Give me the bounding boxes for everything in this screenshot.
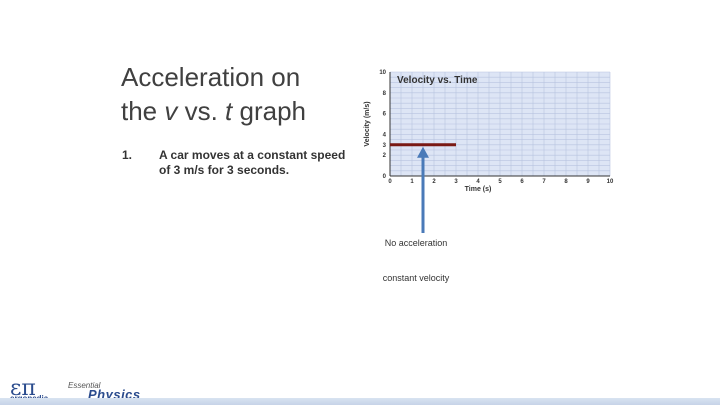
y-tick-label: 6: [383, 112, 387, 118]
y-tick-label: 8: [383, 91, 387, 97]
title-line-2-mid: vs.: [177, 96, 226, 126]
x-tick-label: 1: [410, 179, 414, 185]
annotation-arrow: [417, 146, 429, 233]
chart-title: Velocity vs. Time: [397, 75, 478, 86]
y-tick-label: 3: [383, 143, 387, 149]
essential-logo-text: Essential: [68, 381, 101, 390]
tick-labels: 0 1 2 3 4 5 6 7 8 9 10 0 2 3 4 6 8 10: [379, 70, 614, 185]
x-tick-label: 6: [520, 179, 524, 185]
y-tick-label: 2: [383, 153, 387, 159]
x-tick-label: 5: [498, 179, 502, 185]
y-axis-label: Velocity (m/s): [364, 101, 371, 146]
x-tick-label: 10: [607, 179, 614, 185]
x-tick-label: 9: [586, 179, 590, 185]
annotation-constant-velocity: constant velocity: [382, 273, 450, 283]
title-line-1: Acceleration on: [121, 62, 301, 92]
x-tick-label: 3: [454, 179, 458, 185]
x-tick-label: 2: [432, 179, 436, 185]
ergopedia-logo-icon: επ: [10, 376, 36, 401]
y-tick-label: 4: [383, 132, 387, 138]
bullet-text: A car moves at a constant speed of 3 m/s…: [159, 148, 346, 177]
axes: [389, 72, 610, 177]
x-tick-label: 7: [542, 179, 546, 185]
y-tick-label: 0: [383, 174, 387, 180]
y-tick-label: 10: [379, 70, 386, 76]
footer-bar: [0, 398, 720, 405]
title-line-2-post: graph: [232, 96, 307, 126]
arrow-head: [417, 146, 429, 158]
page-title: Acceleration on the v vs. t graph: [121, 60, 351, 128]
bullet-number: 1.: [122, 148, 133, 162]
x-axis-label: Time (s): [465, 186, 492, 193]
title-var-v: v: [164, 96, 178, 126]
title-var-t: t: [225, 96, 233, 126]
title-line-2-pre: the: [121, 96, 165, 126]
x-tick-label: 4: [476, 179, 480, 185]
x-tick-label: 0: [388, 179, 392, 185]
annotation-no-acceleration: No acceleration: [384, 238, 448, 248]
x-tick-label: 8: [564, 179, 568, 185]
